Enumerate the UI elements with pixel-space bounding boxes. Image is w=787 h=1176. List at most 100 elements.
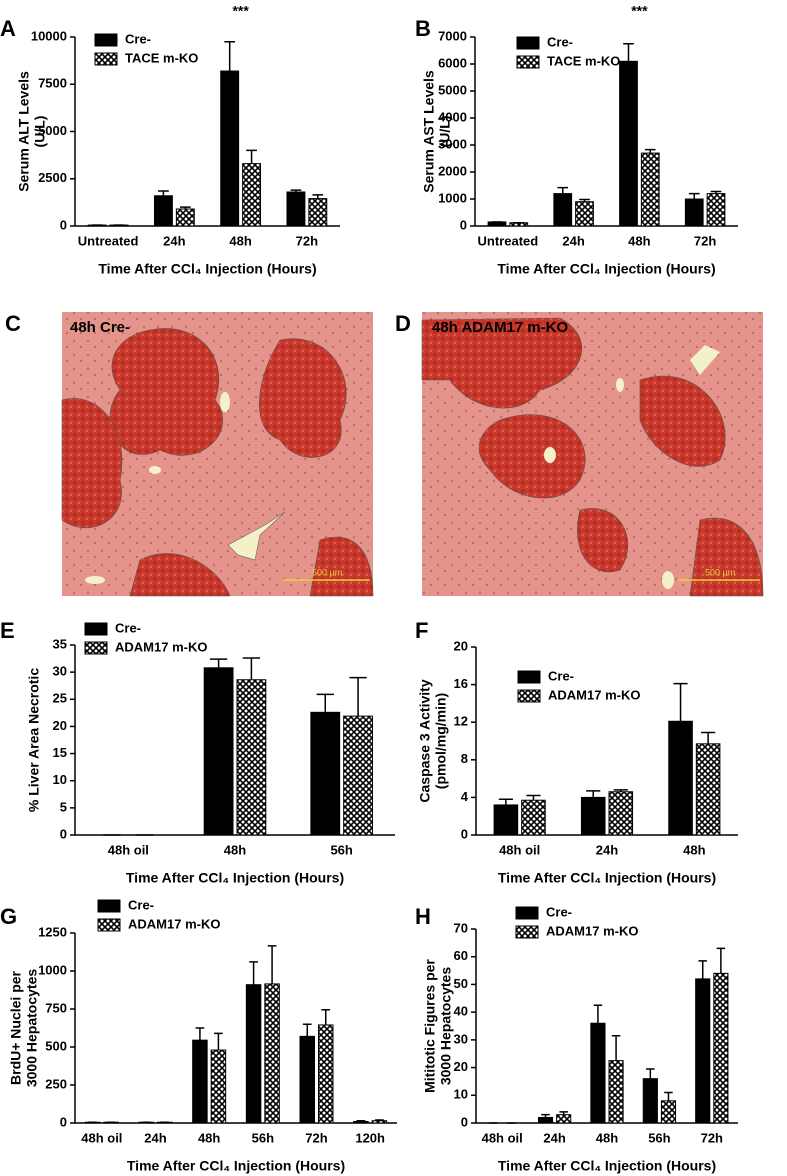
error-bar — [312, 194, 324, 199]
error-bar — [179, 206, 191, 209]
legend-swatch — [516, 36, 540, 50]
error-bar — [224, 40, 236, 72]
error-bar — [541, 1113, 550, 1118]
panel-label: C — [5, 311, 21, 336]
error-bar — [688, 192, 700, 199]
bar — [371, 1120, 388, 1124]
x-tick-label: 24h — [596, 842, 618, 857]
x-tick-label: 72h — [296, 233, 318, 248]
error-bar — [321, 1009, 331, 1025]
bar — [706, 193, 726, 227]
error-bar — [579, 198, 590, 202]
legend-swatch — [84, 622, 108, 636]
error-bar — [623, 43, 634, 62]
legend-label: Cre- — [125, 31, 151, 46]
error-bar — [316, 693, 334, 713]
bar — [556, 1114, 572, 1124]
error-bar — [716, 947, 726, 974]
bar — [353, 1120, 369, 1124]
bar — [343, 715, 373, 836]
y-tick-label: 0 — [461, 826, 468, 841]
error-bar — [644, 148, 656, 154]
y-axis-label: BrdU+ Nuclei per — [8, 970, 24, 1085]
bar — [668, 720, 693, 836]
bar — [192, 1039, 208, 1124]
y-tick-label: 5000 — [438, 82, 467, 97]
y-axis-label: % Liver Area Necrotic — [26, 668, 42, 812]
bar — [537, 1116, 554, 1124]
y-tick-label: 5 — [60, 799, 67, 814]
y-tick-label: 8 — [461, 751, 468, 766]
annotation: *** — [232, 3, 249, 19]
error-bar — [526, 794, 541, 801]
y-tick-label: 20 — [454, 638, 468, 653]
legend-swatch — [517, 689, 541, 703]
x-tick-label: 48h — [628, 233, 650, 248]
y-tick-label: 3000 — [438, 136, 467, 151]
error-bar — [557, 186, 569, 194]
legend-label: Cre- — [128, 897, 154, 912]
y-tick-label: 4 — [461, 789, 469, 804]
legend-swatch — [97, 899, 121, 913]
y-axis-label: (pmol/mg/min) — [433, 693, 449, 789]
error-bar — [214, 1032, 223, 1051]
error-bar — [246, 149, 257, 164]
y-tick-label: 250 — [45, 1076, 67, 1091]
x-tick-label: 72h — [305, 1130, 327, 1145]
legend-swatch — [515, 906, 539, 920]
y-tick-label: 750 — [45, 1000, 67, 1015]
image-label: 48h ADAM17 m-KO — [432, 319, 568, 336]
x-tick-label: 48h oil — [499, 842, 540, 857]
x-tick-label: 48h oil — [482, 1130, 523, 1145]
y-axis-label: (U/L) — [437, 116, 453, 148]
x-tick-label: 48h — [224, 842, 246, 857]
y-axis-label: Mititotic Figures per — [422, 959, 438, 1093]
y-axis-label: 3000 Hepatocytes — [438, 967, 454, 1086]
x-tick-label: 24h — [562, 233, 584, 248]
y-axis-label: Caspase 3 Activity — [417, 679, 433, 802]
y-tick-label: 12 — [454, 714, 468, 729]
x-tick-label: 56h — [648, 1130, 670, 1145]
x-tick-label: 72h — [701, 1130, 723, 1145]
error-bar — [698, 960, 707, 979]
y-axis-label: (U/L) — [32, 116, 48, 148]
error-bar — [559, 1111, 568, 1115]
y-tick-label: 70 — [454, 920, 468, 935]
y-tick-label: 0 — [461, 1114, 468, 1129]
x-tick-label: 48h — [683, 842, 705, 857]
y-tick-label: 1000 — [38, 962, 67, 977]
legend-swatch — [516, 55, 540, 69]
error-bar — [646, 1068, 655, 1079]
y-tick-label: 500 — [45, 1038, 67, 1053]
error-bar — [349, 676, 367, 717]
x-axis-label: Time After CCl₄ Injection (Hours) — [498, 870, 716, 886]
y-tick-label: 30 — [53, 664, 67, 679]
panel-label: D — [395, 311, 411, 336]
bar — [642, 1078, 658, 1124]
x-tick-label: 24h — [144, 1130, 166, 1145]
legend-label: Cre- — [546, 904, 572, 919]
bar — [660, 1100, 677, 1124]
panel-label: E — [0, 618, 15, 643]
image-label: 48h Cre- — [70, 319, 130, 336]
y-axis-label: Serum AST Levels — [421, 70, 437, 193]
bar — [521, 799, 546, 836]
micrograph-c — [61, 312, 374, 597]
bar — [153, 195, 173, 227]
legend-label: ADAM17 m-KO — [128, 916, 220, 931]
bar — [640, 152, 660, 227]
bar — [580, 796, 606, 836]
legend-label: Cre- — [115, 620, 141, 635]
bar — [264, 983, 280, 1124]
y-tick-label: 10000 — [31, 28, 67, 43]
legend-label: Cre- — [548, 668, 574, 683]
panel-label: B — [415, 16, 431, 41]
legend-label: ADAM17 m-KO — [548, 687, 640, 702]
y-tick-label: 1250 — [38, 924, 67, 939]
y-tick-label: 7500 — [38, 76, 67, 91]
error-bar — [242, 657, 261, 680]
bar — [203, 667, 234, 836]
y-tick-label: 20 — [53, 718, 67, 733]
scale-bar-label: 500 µm — [705, 567, 735, 577]
